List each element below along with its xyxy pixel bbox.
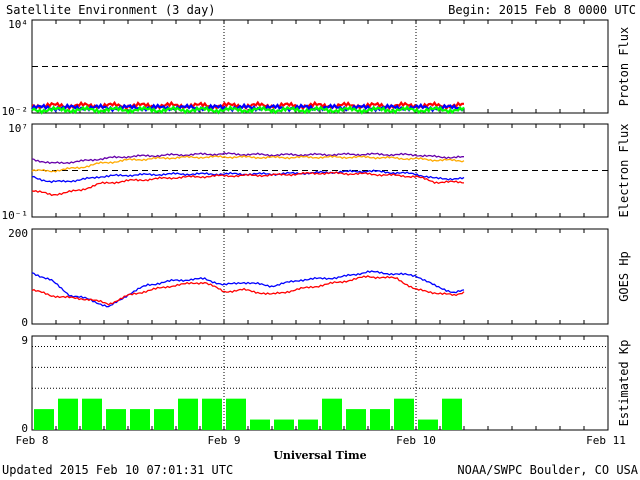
kp-bar [130,409,150,430]
x-tick-feb10: Feb 10 [396,434,436,447]
kp-bar [34,409,54,430]
electron-y-tick-bottom: 10⁻¹ [2,209,29,222]
kp-y-tick-top: 9 [21,334,28,347]
proton-flux-panel: 10⁴ 10⁻² Proton Flux [2,18,632,118]
x-tick-feb11: Feb 11 [586,434,626,447]
x-axis-title: Universal Time [273,449,366,462]
kp-bar [418,419,438,430]
electron-series-blue [31,169,465,184]
electron-frame [31,123,609,218]
goes_hp-series-blue [31,270,465,308]
proton-frame [31,19,609,114]
kp-y-label: Estimated Kp [617,340,631,427]
kp-bar [346,409,366,430]
proton-y-tick-top: 10⁴ [8,18,28,31]
kp-bar [370,409,390,430]
electron-series-red [31,171,465,197]
x-tick-feb9: Feb 9 [207,434,240,447]
credit-text: NOAA/SWPC Boulder, CO USA [457,463,638,477]
x-tick-feb8: Feb 8 [15,434,48,447]
begin-date: Begin: 2015 Feb 8 0000 UTC [448,3,636,17]
kp-bar [202,398,222,430]
proton-series-blue [31,102,465,113]
electron-series-orange [31,154,465,173]
figure-title: Satellite Environment (3 day) [6,3,216,17]
goes_hp-y-tick-bottom: 0 [21,316,28,329]
kp-y-tick-bottom: 0 [21,422,28,435]
goes_hp-series-red [31,275,465,306]
kp-bar [298,419,318,430]
kp-bar [274,419,294,430]
electron-y-tick-top: 10⁷ [8,122,28,135]
kp-bar [82,398,102,430]
electron-y-label: Electron Flux [617,124,631,218]
electron-flux-panel: 10⁷ 10⁻¹ Electron Flux [2,122,632,222]
kp-bar [106,409,126,430]
goes-hp-panel: 200 0 GOES Hp [8,227,631,329]
goes_hp-frame [31,228,609,325]
kp-bar [250,419,270,430]
electron-series-purple [31,152,465,165]
estimated-kp-panel: 9 0 Estimated Kp [21,334,631,435]
goes_hp-y-tick-top: 200 [8,227,28,240]
kp-bar [154,409,174,430]
proton-y-tick-bottom: 10⁻² [2,105,29,118]
proton-y-label: Proton Flux [617,27,631,106]
kp-bar [322,398,342,430]
kp-bar [58,398,78,430]
kp-bar [442,398,462,430]
updated-timestamp: Updated 2015 Feb 10 07:01:31 UTC [2,463,233,477]
kp-bar [226,398,246,430]
kp-bar [394,398,414,430]
proton-series-green [31,104,465,115]
goes_hp-y-label: GOES Hp [617,251,631,302]
kp-bar [178,398,198,430]
